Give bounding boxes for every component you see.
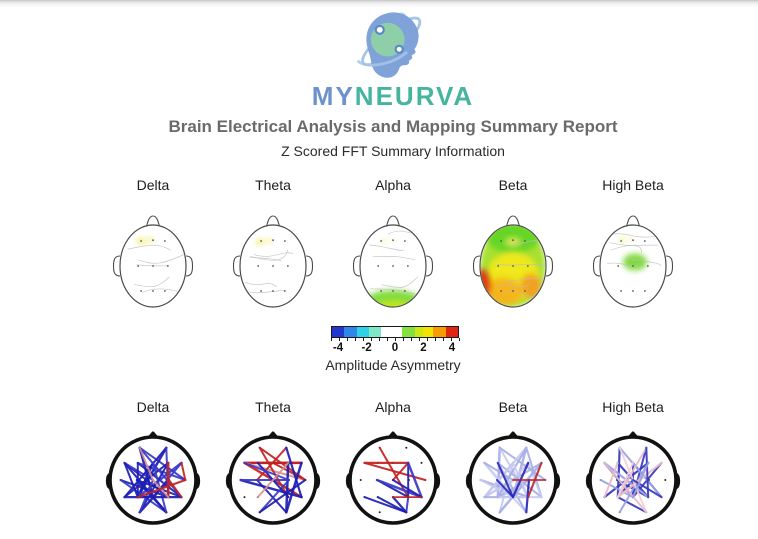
asymmetry-map-delta	[105, 431, 201, 525]
band-label-delta: Delta	[136, 399, 170, 415]
zscore-column-theta: Theta	[213, 176, 333, 312]
band-label-theta: Theta	[255, 399, 291, 415]
band-label-high-beta: High Beta	[602, 177, 664, 193]
colorbar-segment	[356, 327, 370, 337]
wordmark-my: MY	[311, 81, 355, 111]
band-label-beta: Beta	[498, 399, 528, 415]
colorbar-gradient	[331, 326, 459, 338]
zscore-map-high-beta	[592, 215, 674, 308]
colorbar-segment	[369, 327, 382, 337]
asymmetry-column-theta: Theta	[213, 398, 333, 528]
myneurva-wordmark: MYNEURVA	[28, 83, 758, 109]
colorbar-segment	[332, 327, 345, 337]
zscore-column-beta: Beta	[453, 176, 573, 312]
zscore-column-delta: Delta	[93, 176, 213, 312]
colorbar-segment	[423, 327, 434, 337]
colorbar-segment	[414, 327, 424, 337]
colorbar-tick-labels: -4 -2 0 2 4	[331, 342, 459, 356]
colorbar-segment	[433, 327, 446, 337]
zscore-map-beta	[472, 215, 554, 308]
electrode-node-icons	[374, 24, 404, 54]
band-label-high-beta: High Beta	[602, 399, 664, 415]
zscore-map-theta	[232, 215, 314, 308]
amplitude-asymmetry-map-row: Delta Theta Alpha Beta High Beta	[93, 398, 693, 528]
zscore-column-high-beta: High Beta	[573, 176, 693, 312]
asymmetry-column-high-beta: High Beta	[573, 398, 693, 528]
section-title-zscore-fft: Z Scored FFT Summary Information	[281, 143, 505, 159]
zscore-map-row: Delta Theta Alpha Beta High Beta	[93, 176, 693, 312]
colorbar-segment	[381, 327, 403, 337]
asymmetry-map-beta	[465, 431, 561, 525]
colorbar-tick-label: 0	[391, 342, 399, 354]
colorbar-segment	[344, 327, 357, 337]
band-label-beta: Beta	[498, 177, 528, 193]
colorbar-tick-label: 4	[448, 342, 456, 354]
zscore-colorbar: -4 -2 0 2 4	[331, 326, 460, 356]
zscore-map-alpha	[352, 215, 434, 308]
asymmetry-column-delta: Delta	[93, 398, 213, 528]
asymmetry-map-alpha	[345, 431, 441, 525]
zscore-map-delta	[112, 215, 194, 308]
asymmetry-column-alpha: Alpha	[333, 398, 453, 528]
colorbar-tick-label: -2	[361, 342, 372, 354]
asymmetry-map-high-beta	[585, 431, 681, 525]
wordmark-neurva: NEURVA	[354, 81, 475, 111]
band-label-alpha: Alpha	[375, 399, 411, 415]
report-title: Brain Electrical Analysis and Mapping Su…	[168, 117, 618, 136]
colorbar-ticks	[331, 338, 460, 342]
asymmetry-column-beta: Beta	[453, 398, 573, 528]
asymmetry-map-theta	[225, 431, 321, 525]
myneurva-logo: MYNEURVA	[28, 6, 758, 109]
window-top-edge	[0, 0, 758, 8]
band-label-theta: Theta	[255, 177, 291, 193]
zscore-column-alpha: Alpha	[333, 176, 453, 312]
myneurva-logo-icon	[356, 12, 422, 78]
section-title-amplitude-asymmetry: Amplitude Asymmetry	[325, 357, 461, 373]
band-label-alpha: Alpha	[375, 177, 411, 193]
colorbar-tick-label: -4	[332, 342, 344, 354]
colorbar-tick-label: 2	[420, 342, 427, 354]
colorbar-segment	[402, 327, 415, 337]
colorbar-segment	[445, 327, 459, 337]
band-label-delta: Delta	[136, 177, 170, 193]
